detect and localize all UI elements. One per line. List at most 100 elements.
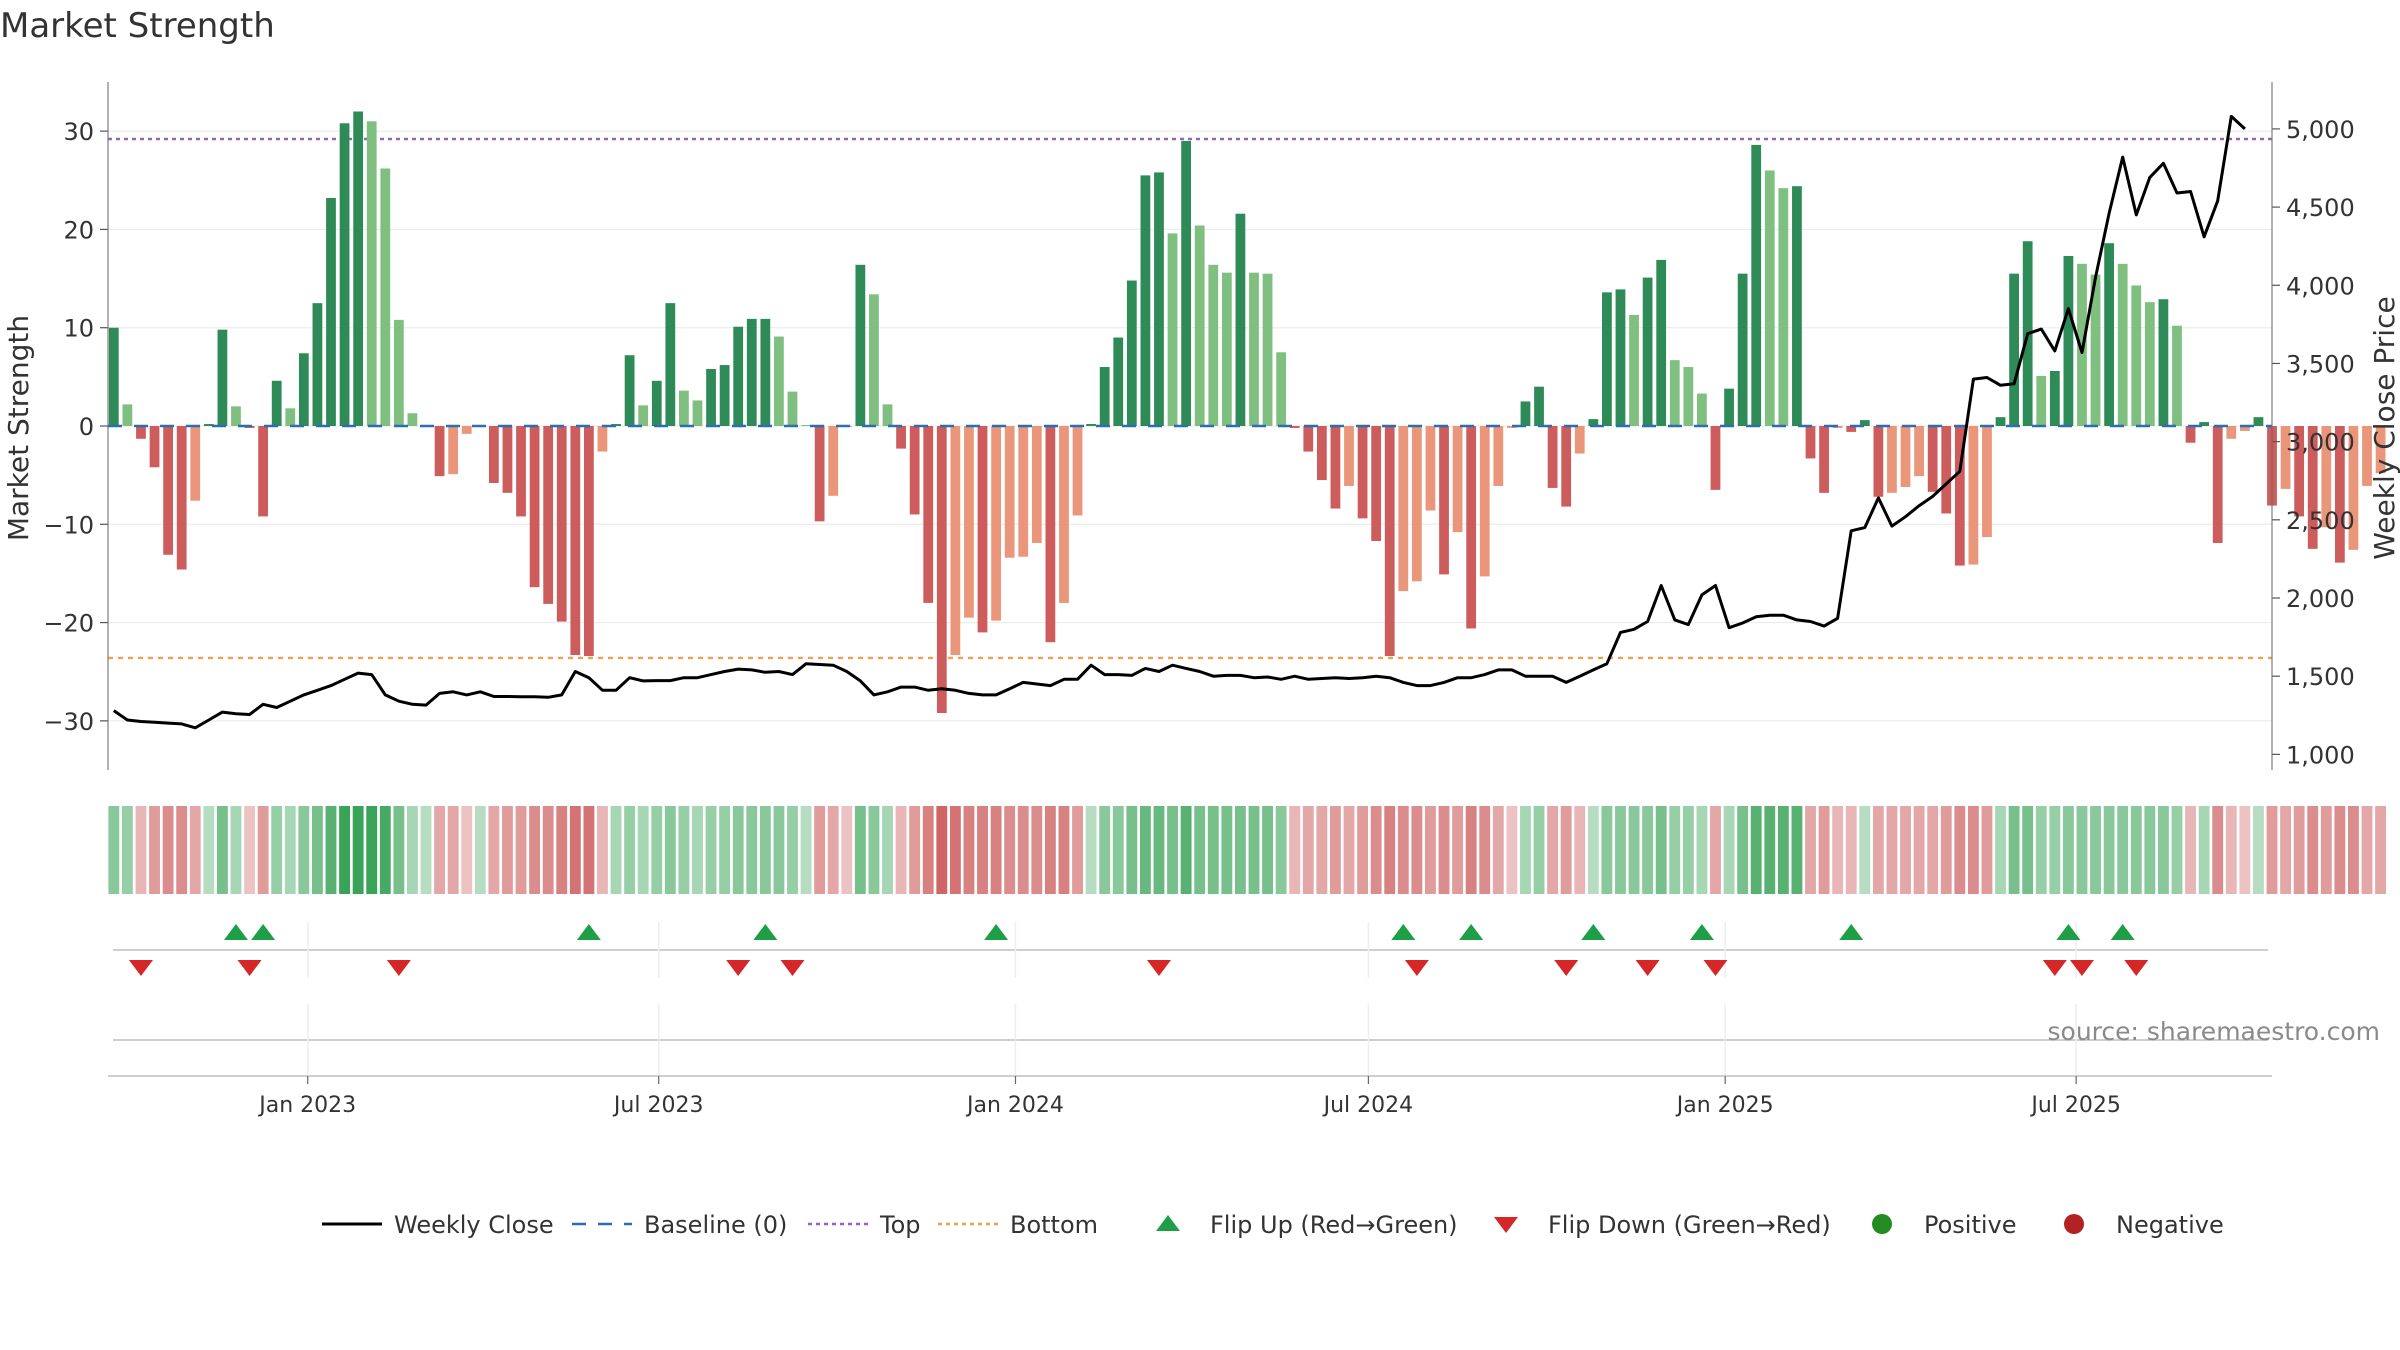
strength-bar	[1249, 272, 1259, 426]
strip-cell	[1330, 806, 1341, 894]
strip-cell	[2293, 806, 2305, 894]
strip-cell	[1139, 806, 1151, 894]
strength-bar	[1479, 426, 1490, 577]
legend-item[interactable]: Top	[808, 1211, 921, 1239]
strip-cell	[1669, 806, 1681, 894]
strip-cell	[1587, 806, 1599, 894]
strength-bar	[1805, 426, 1816, 459]
weekly-close-series	[112, 114, 2246, 730]
legend-item[interactable]: Negative	[2064, 1211, 2224, 1239]
x-tick-label: Jan 2024	[965, 1093, 1064, 1118]
strength-bar	[991, 426, 1001, 621]
strip-cell	[2225, 806, 2237, 894]
strength-bar	[176, 426, 187, 570]
strength-bar	[1140, 175, 1151, 426]
strip-cell	[1194, 806, 1206, 894]
strip-cell	[1031, 806, 1043, 894]
strength-bar	[516, 426, 526, 517]
strength-bar	[203, 424, 214, 426]
strip-cell	[2239, 806, 2251, 894]
legend-item[interactable]: Flip Down (Green→Red)	[1494, 1211, 1831, 1239]
strength-bar	[1303, 426, 1314, 452]
strip-cell	[1913, 806, 1925, 894]
strength-bar	[271, 380, 282, 426]
strip-cell	[1153, 806, 1165, 894]
legend-item[interactable]: Flip Up (Red→Green)	[1156, 1211, 1458, 1239]
strength-bar	[1167, 233, 1178, 426]
strip-cell	[949, 806, 961, 894]
source-label: source: sharemaestro.com	[2048, 1017, 2381, 1046]
strength-bar	[448, 426, 459, 475]
strip-cell	[420, 806, 432, 894]
flip-down-triangle	[1635, 960, 1660, 976]
strength-bar	[1493, 426, 1504, 486]
strength-bar	[1846, 426, 1857, 432]
strip-cell	[2185, 806, 2196, 894]
strength-bar	[393, 319, 404, 426]
legend[interactable]: Weekly Close Baseline (0) Top Bottom Flip Up…	[322, 1211, 2224, 1239]
strip-cell	[2144, 806, 2156, 894]
strip-cell	[1234, 806, 1246, 894]
legend-item[interactable]: Weekly Close	[322, 1211, 554, 1239]
strength-bar	[584, 426, 594, 656]
strength-bar	[2009, 273, 2019, 426]
strip-cell	[488, 806, 500, 894]
legend-item[interactable]: Bottom	[938, 1211, 1098, 1239]
legend-item[interactable]: Baseline (0)	[572, 1211, 787, 1239]
strip-cell	[434, 806, 446, 894]
strength-bar	[2321, 426, 2332, 528]
legend-item[interactable]: Positive	[1872, 1211, 2017, 1239]
strength-bar	[1602, 292, 1612, 426]
strip-cell	[1316, 806, 1328, 894]
strength-bar	[1018, 426, 1029, 557]
strength-bar	[2239, 426, 2250, 431]
strength-bar	[543, 426, 554, 604]
strip-cell	[1302, 806, 1314, 894]
strip-cell	[773, 806, 785, 894]
strength-bar	[624, 355, 635, 426]
strip-cell	[1492, 806, 1504, 894]
flip-markers-panel: source: sharemaestro.com	[113, 922, 2380, 1076]
strength-bar	[1982, 426, 1992, 538]
strip-cell	[651, 806, 663, 894]
strip-cell	[2266, 806, 2278, 894]
y-tick-label: −10	[43, 511, 94, 539]
strength-bar	[488, 426, 499, 484]
strength-bar	[1954, 426, 1965, 566]
strength-bar	[1751, 144, 1762, 426]
strength-bar	[923, 426, 934, 603]
strength-bar	[665, 303, 676, 426]
y2-axis-title: Weekly Close Price	[2368, 296, 2400, 559]
strip-cell	[637, 806, 649, 894]
y-tick-label: 30	[63, 118, 94, 146]
strength-bar	[2226, 426, 2237, 439]
strength-bar	[936, 426, 947, 713]
legend-label: Baseline (0)	[644, 1211, 787, 1239]
strip-cell	[203, 806, 215, 894]
strength-bar	[1439, 426, 1449, 575]
strength-bar	[692, 400, 703, 426]
strip-cell	[1777, 806, 1789, 894]
strength-bar	[1927, 426, 1938, 492]
strength-bar	[190, 426, 201, 501]
strength-bar	[855, 264, 866, 426]
strength-bar	[2348, 426, 2359, 550]
strength-bar	[217, 329, 228, 426]
strength-bar	[1561, 426, 1572, 507]
legend-swatch-circle	[1872, 1214, 1892, 1234]
strip-cell	[502, 806, 513, 894]
strip-cell	[556, 806, 568, 894]
flip-up-triangle	[576, 924, 601, 940]
y2-tick-label: 4,500	[2286, 194, 2355, 222]
legend-swatch-circle	[2064, 1214, 2084, 1234]
strip-cell	[719, 806, 731, 894]
strip-cell	[1574, 806, 1586, 894]
strip-cell	[529, 806, 541, 894]
legend-label: Bottom	[1010, 1211, 1098, 1239]
legend-label: Flip Down (Green→Red)	[1548, 1211, 1831, 1239]
strength-bar	[2063, 255, 2074, 426]
strength-bar	[1737, 273, 1748, 426]
strip-cell	[1262, 806, 1273, 894]
strength-bar	[1615, 289, 1626, 426]
strength-bar	[1520, 401, 1531, 426]
